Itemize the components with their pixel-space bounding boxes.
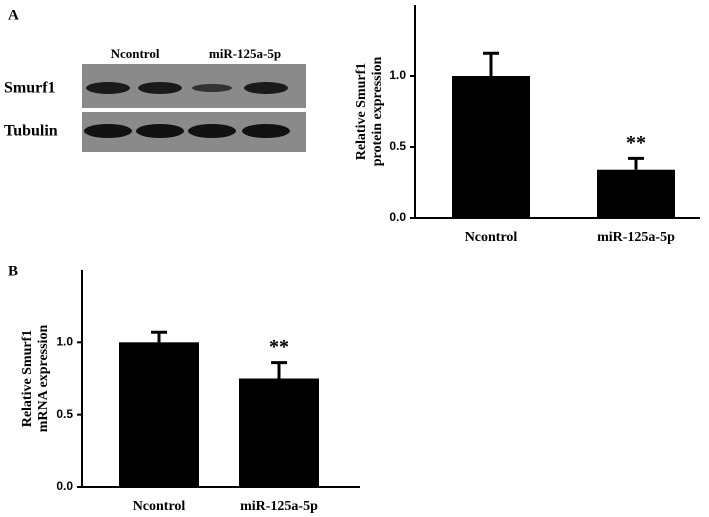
panel-label: B: [8, 263, 18, 279]
band: [138, 82, 182, 94]
blot-row-label: Smurf1: [4, 80, 56, 97]
y-axis-label: Relative Smurf1: [354, 63, 369, 161]
blot-column-label: Ncontrol: [111, 46, 160, 61]
y-tick-label: 0.0: [56, 479, 73, 493]
band: [242, 124, 290, 138]
band: [244, 82, 288, 94]
blot-row-label: Tubulin: [4, 123, 58, 140]
band: [84, 124, 132, 138]
y-axis-label: Relative Smurf1: [20, 330, 35, 428]
panel-label: A: [8, 7, 19, 23]
y-axis-label: protein expression: [370, 57, 385, 167]
x-tick-label: miR-125a-5p: [597, 230, 675, 245]
western-blot: Ncontrol miR-125a-5p Smurf1 Tubulin: [4, 46, 306, 152]
y-tick-label: 1.0: [56, 335, 73, 349]
y-tick-label: 0.0: [389, 210, 406, 224]
y-axis-label: mRNA expression: [36, 325, 51, 433]
x-tick-label: miR-125a-5p: [240, 499, 318, 514]
significance-label: **: [626, 132, 646, 154]
band: [192, 84, 232, 92]
error-bar: [628, 156, 644, 170]
bar: [239, 378, 319, 487]
y-tick-label: 1.0: [389, 68, 406, 82]
band: [188, 124, 236, 138]
bar: [597, 169, 675, 218]
x-tick-label: Ncontrol: [133, 499, 186, 514]
y-tick-label: 0.5: [389, 139, 406, 153]
x-tick-label: Ncontrol: [465, 230, 518, 245]
error-bar: [483, 51, 499, 76]
blot-column-label: miR-125a-5p: [209, 46, 281, 61]
band: [86, 82, 130, 94]
y-tick-label: 0.5: [56, 407, 73, 421]
significance-label: **: [269, 336, 289, 358]
bar: [119, 342, 199, 487]
error-bar: [271, 361, 287, 379]
bar: [452, 76, 530, 218]
error-bar: [151, 330, 167, 343]
band: [136, 124, 184, 138]
